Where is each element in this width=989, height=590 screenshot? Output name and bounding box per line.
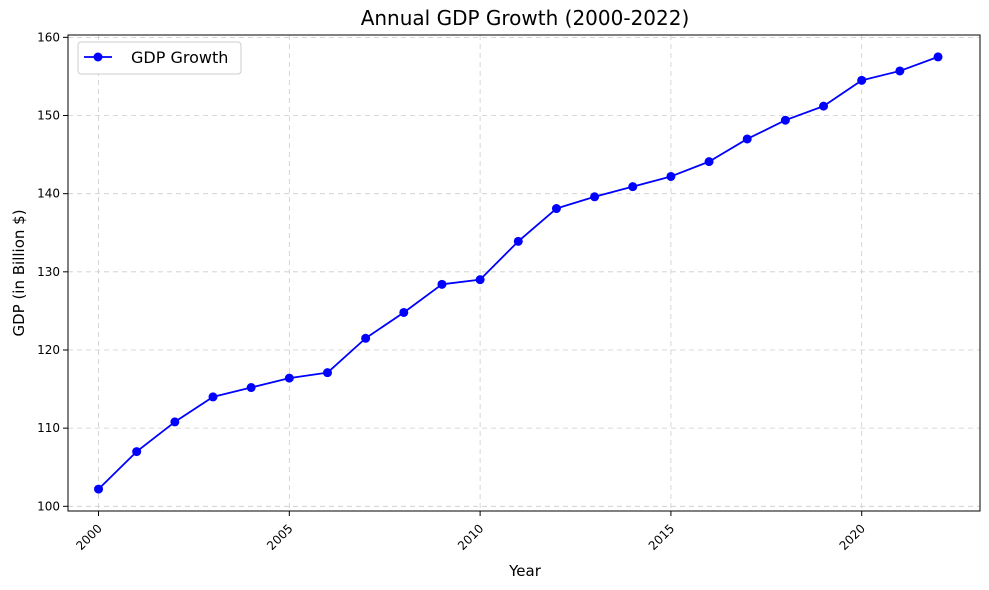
- data-point: [819, 101, 829, 111]
- data-point: [475, 275, 485, 285]
- data-point: [94, 484, 104, 494]
- data-point: [551, 204, 561, 214]
- y-tick-label: 110: [37, 421, 60, 435]
- data-point: [513, 236, 523, 246]
- data-point: [284, 373, 294, 383]
- data-point: [933, 52, 943, 62]
- data-point: [704, 157, 714, 167]
- data-point: [246, 383, 256, 393]
- data-point: [628, 182, 638, 192]
- x-axis-title: Year: [508, 562, 542, 580]
- grid: [68, 35, 980, 511]
- legend: GDP Growth: [77, 41, 242, 75]
- legend-marker-swatch: [93, 52, 103, 62]
- series-layer: [94, 52, 943, 494]
- data-point: [170, 417, 180, 427]
- y-tick-label: 120: [37, 343, 60, 357]
- chart-title: Annual GDP Growth (2000-2022): [361, 6, 690, 30]
- data-point: [780, 115, 790, 125]
- y-tick-label: 100: [37, 499, 60, 513]
- y-tick-label: 150: [37, 109, 60, 123]
- y-tick-label: 140: [37, 187, 60, 201]
- legend-label: GDP Growth: [131, 48, 228, 67]
- legend-box: [77, 41, 242, 75]
- y-tick-label: 160: [37, 30, 60, 44]
- data-point: [132, 447, 142, 457]
- data-point: [322, 368, 332, 378]
- plot-frame: [67, 34, 981, 512]
- y-tick-label: 130: [37, 265, 60, 279]
- data-point: [895, 66, 905, 76]
- data-point: [666, 171, 676, 181]
- data-point: [590, 192, 600, 202]
- data-point: [208, 392, 218, 402]
- data-point: [361, 333, 371, 343]
- data-point: [399, 307, 409, 317]
- data-point: [857, 75, 867, 85]
- y-axis-title: GDP (in Billion $): [10, 209, 28, 336]
- data-point: [742, 134, 752, 144]
- data-point: [437, 279, 447, 289]
